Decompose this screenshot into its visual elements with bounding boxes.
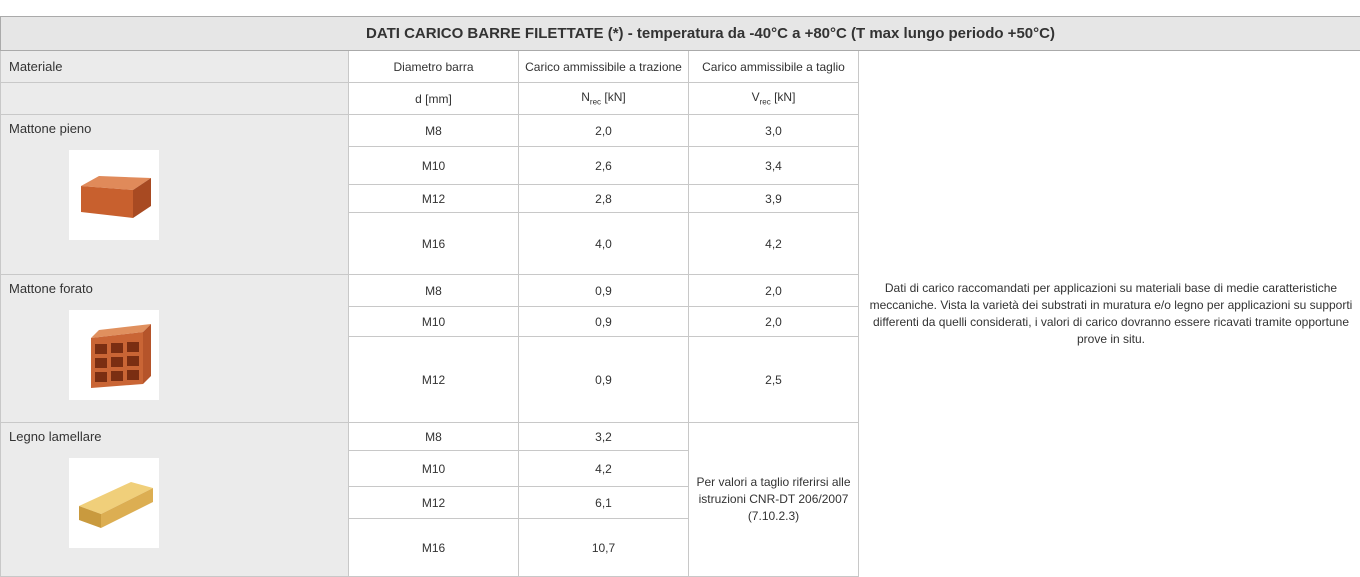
column-header: Carico ammissibile a taglio xyxy=(689,51,859,83)
cell: 4,2 xyxy=(689,213,859,275)
note-cell: Dati di carico raccomandati per applicaz… xyxy=(859,51,1360,577)
cell: M16 xyxy=(349,213,519,275)
cell: M12 xyxy=(349,337,519,423)
cell: 2,0 xyxy=(519,115,689,147)
cell: 10,7 xyxy=(519,519,689,577)
cell: 0,9 xyxy=(519,337,689,423)
cell: M10 xyxy=(349,451,519,487)
cell: 3,9 xyxy=(689,185,859,213)
hollow-brick-image xyxy=(69,310,159,400)
cell: M10 xyxy=(349,307,519,337)
cell: M8 xyxy=(349,115,519,147)
shear-note: Per valori a taglio riferirsi alle istru… xyxy=(689,423,859,577)
page: DATI CARICO BARRE FILETTATE (*) - temper… xyxy=(0,0,1360,576)
shear-note-text: Per valori a taglio riferirsi alle istru… xyxy=(693,474,854,525)
blank-cell xyxy=(1,83,349,115)
cell: 2,0 xyxy=(689,307,859,337)
load-table: DATI CARICO BARRE FILETTATE (*) - temper… xyxy=(0,16,1360,577)
cell: 3,4 xyxy=(689,147,859,185)
cell: 2,5 xyxy=(689,337,859,423)
cell: 0,9 xyxy=(519,275,689,307)
cell: M8 xyxy=(349,423,519,451)
material-cell: Legno lamellare xyxy=(1,423,349,577)
symbol: V xyxy=(752,90,760,104)
cell: 4,0 xyxy=(519,213,689,275)
unit-cell: d [mm] xyxy=(349,83,519,115)
column-header: Carico ammissibile a trazione xyxy=(519,51,689,83)
cell: M16 xyxy=(349,519,519,577)
subscript: rec xyxy=(590,98,601,107)
symbol: N xyxy=(581,90,590,104)
material-cell: Mattone pieno xyxy=(1,115,349,275)
cell: 6,1 xyxy=(519,487,689,519)
note: Dati di carico raccomandati per applicaz… xyxy=(861,280,1360,348)
unit: [kN] xyxy=(604,90,625,104)
cell: M10 xyxy=(349,147,519,185)
cell: 3,0 xyxy=(689,115,859,147)
cell: M8 xyxy=(349,275,519,307)
wood-image xyxy=(69,458,159,548)
solid-brick-image xyxy=(69,150,159,240)
unit: [kN] xyxy=(774,90,795,104)
column-header: Materiale xyxy=(1,51,349,83)
unit-cell: Nrec [kN] xyxy=(519,83,689,115)
material: Mattone pieno xyxy=(9,121,91,136)
cell: 2,6 xyxy=(519,147,689,185)
unit-cell: Vrec [kN] xyxy=(689,83,859,115)
cell: 3,2 xyxy=(519,423,689,451)
cell: 2,8 xyxy=(519,185,689,213)
cell: 4,2 xyxy=(519,451,689,487)
cell: 0,9 xyxy=(519,307,689,337)
material: Mattone forato xyxy=(9,281,93,296)
unit: d [mm] xyxy=(415,92,452,106)
cell: 2,0 xyxy=(689,275,859,307)
material: Legno lamellare xyxy=(9,429,102,444)
cell: M12 xyxy=(349,185,519,213)
column-header: Diametro barra xyxy=(349,51,519,83)
subscript: rec xyxy=(760,98,771,107)
cell: M12 xyxy=(349,487,519,519)
table-title: DATI CARICO BARRE FILETTATE (*) - temper… xyxy=(1,17,1360,51)
material-cell: Mattone forato xyxy=(1,275,349,423)
